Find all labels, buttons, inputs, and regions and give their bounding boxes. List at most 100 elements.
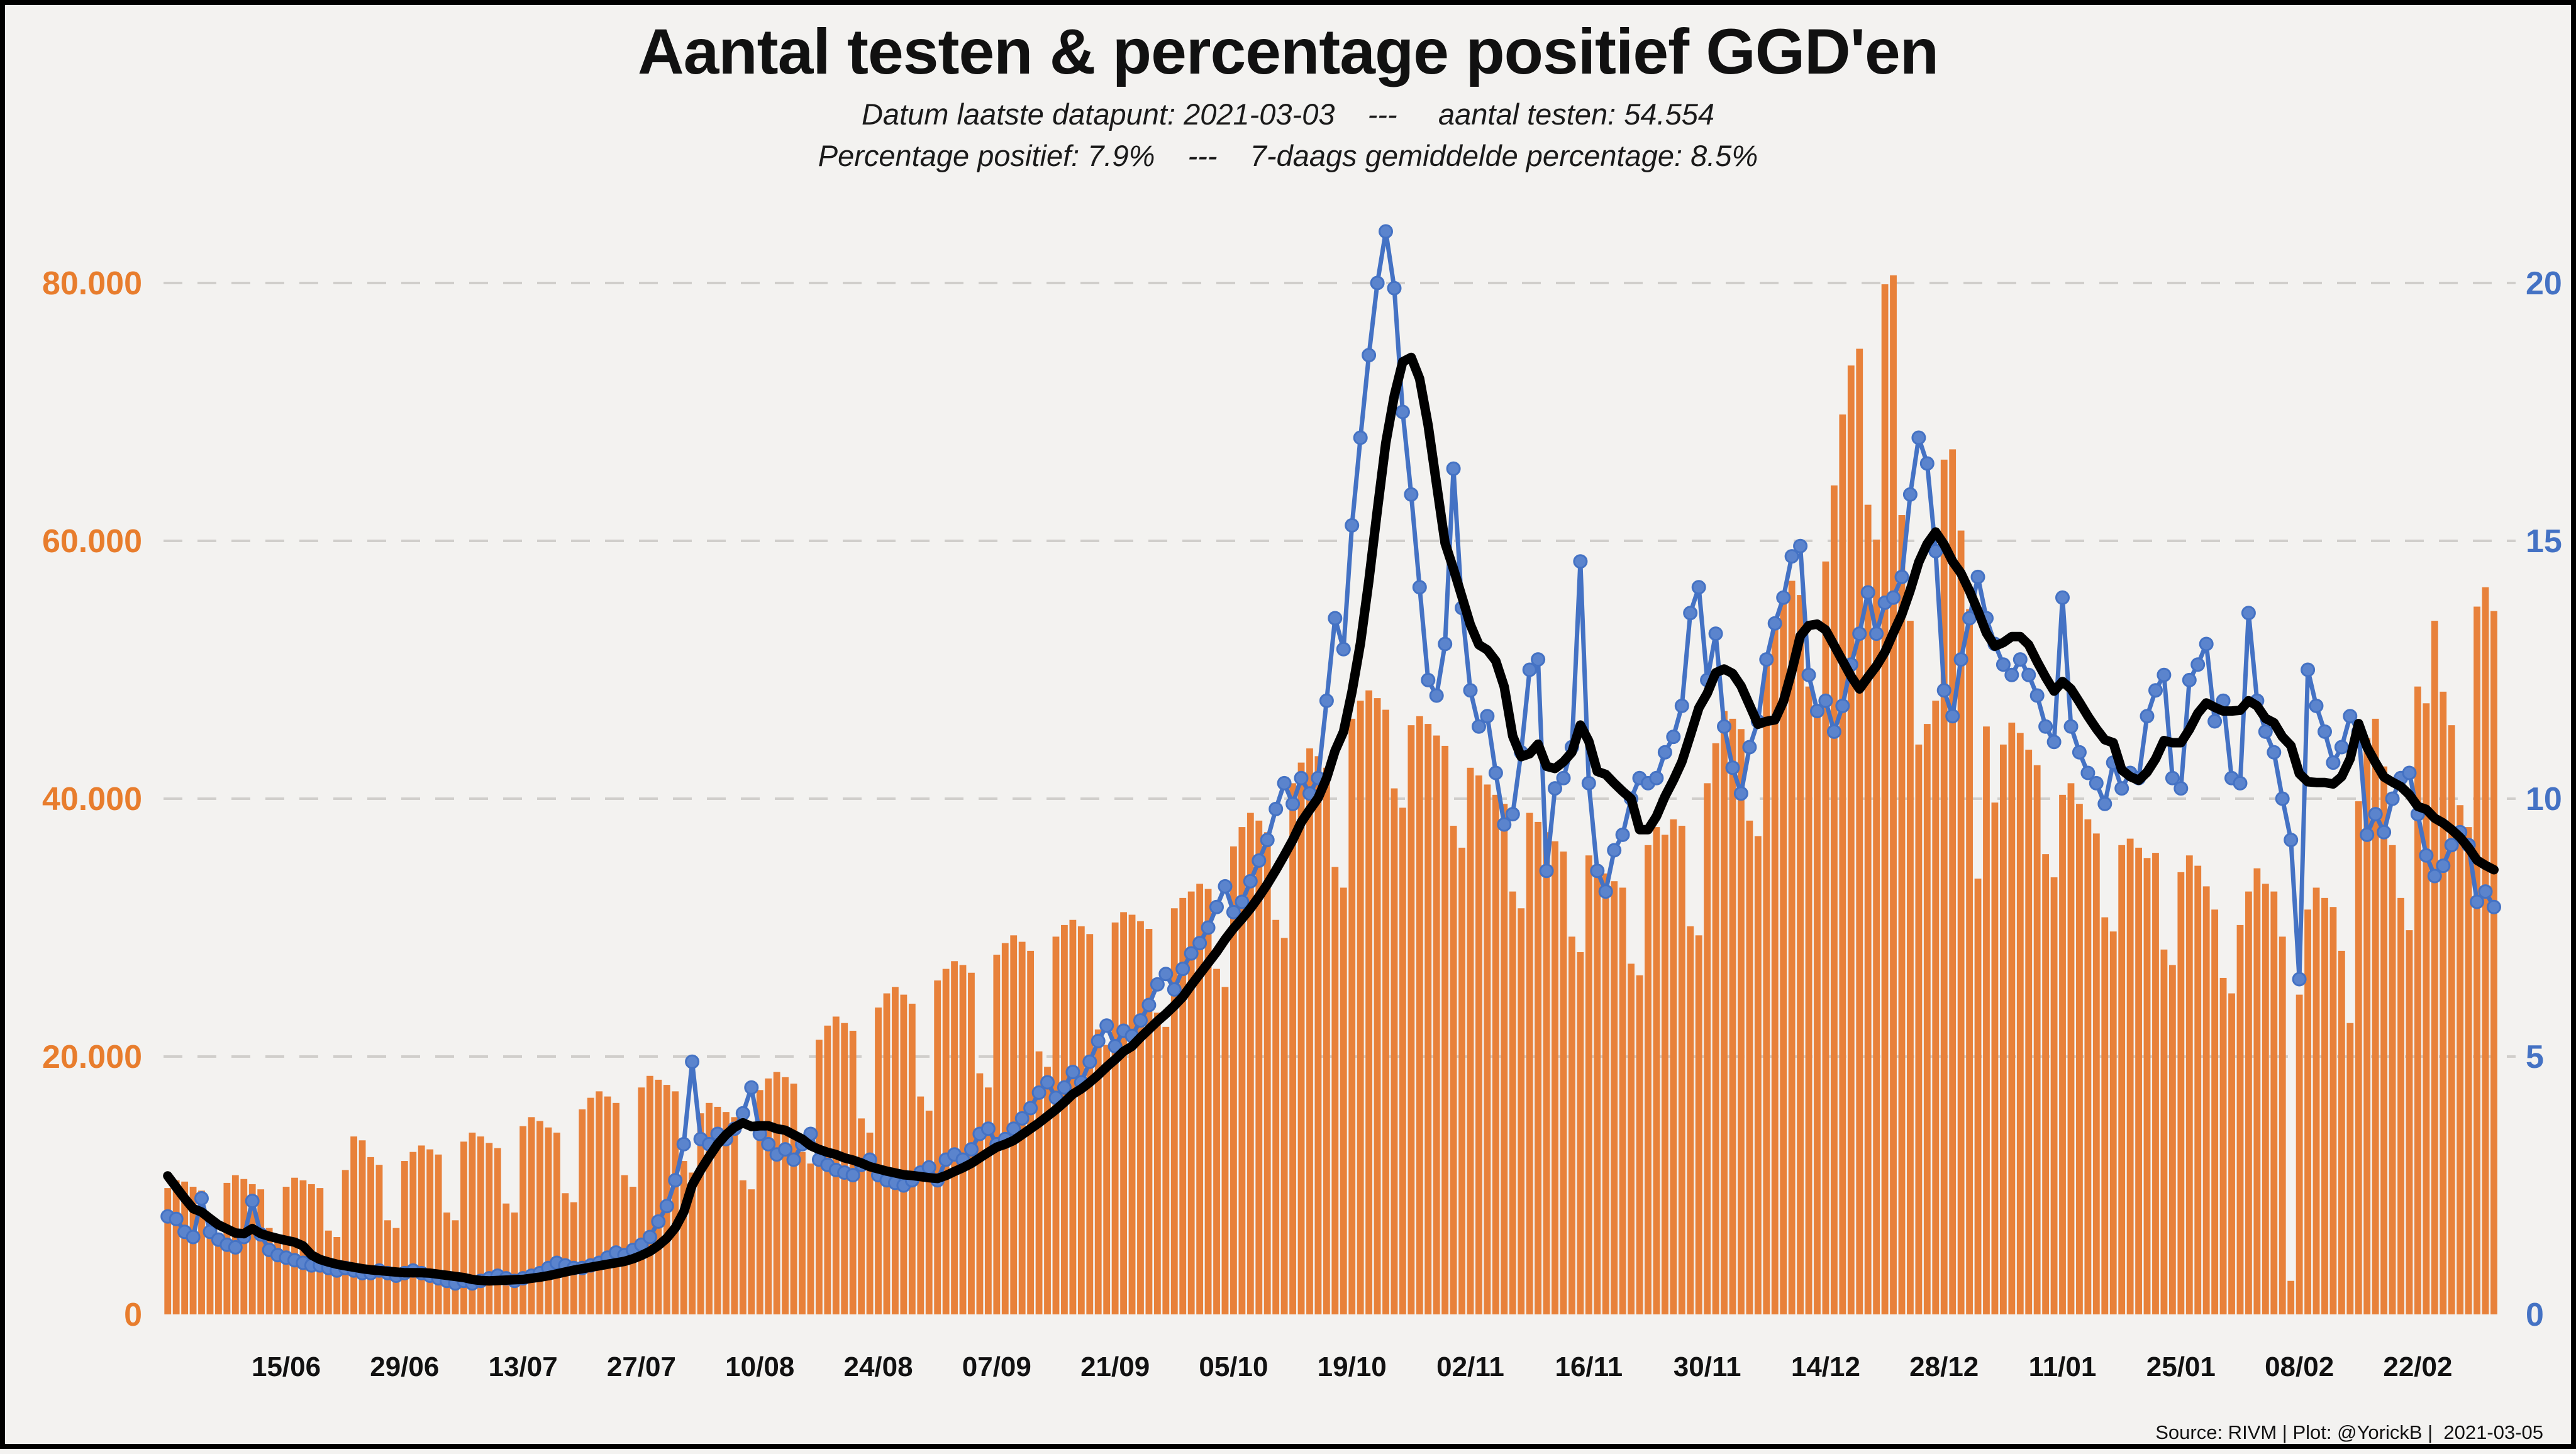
positivity-point	[1362, 348, 1377, 363]
positivity-point	[245, 1194, 260, 1209]
page-title: Aantal testen & percentage positief GGD'…	[637, 16, 1939, 87]
bar-tests	[1552, 841, 1558, 1314]
x-axis-tick: 19/10	[1318, 1351, 1387, 1382]
positivity-point	[1742, 740, 1757, 755]
bar-tests	[993, 955, 1001, 1314]
positivity-point	[1201, 920, 1216, 935]
bar-tests	[1433, 735, 1440, 1314]
x-axis-tick: 30/11	[1674, 1351, 1741, 1382]
positivity-point	[1573, 554, 1588, 569]
bar-tests	[756, 1090, 763, 1314]
positivity-point	[2377, 824, 2392, 840]
bar-tests	[807, 1163, 814, 1314]
bar-tests	[562, 1193, 569, 1314]
positivity-point	[2174, 781, 2189, 796]
positivity-point	[1793, 538, 1808, 553]
bar-tests	[1314, 756, 1322, 1314]
bar-tests	[1797, 595, 1804, 1314]
positivity-point	[1082, 1054, 1097, 1069]
positivity-point	[2487, 899, 2501, 914]
y-axis-right-tick: 15	[2526, 523, 2562, 560]
bar-tests	[1077, 926, 1085, 1314]
positivity-point	[2368, 807, 2383, 822]
positivity-point	[1370, 275, 1385, 291]
positivity-point	[642, 1229, 657, 1245]
positivity-point	[1099, 1018, 1114, 1033]
positivity-point	[1057, 1080, 1072, 1095]
positivity-point	[1412, 580, 1427, 595]
bar-tests	[2126, 838, 2134, 1314]
bar-tests	[1238, 827, 1246, 1314]
bar-tests	[908, 1003, 916, 1314]
bar-tests	[1052, 936, 1060, 1314]
bar-tests	[2414, 686, 2421, 1314]
bar-tests	[1170, 908, 1178, 1314]
bar-tests	[1399, 807, 1406, 1314]
positivity-point	[1759, 652, 1774, 667]
x-axis-tick: 16/11	[1555, 1351, 1623, 1382]
positivity-point	[1209, 899, 1224, 914]
bar-tests	[1187, 891, 1195, 1314]
bar-tests	[248, 1184, 256, 1314]
bar-tests	[2168, 965, 2176, 1314]
bar-tests	[1035, 1051, 1043, 1314]
bar-tests	[401, 1161, 408, 1314]
positivity-point	[2343, 709, 2358, 724]
positivity-point	[1023, 1101, 1038, 1116]
positivity-point	[1581, 775, 1596, 791]
bar-tests	[1179, 897, 1187, 1314]
bar-tests	[1839, 414, 1846, 1314]
positivity-point	[1928, 543, 1943, 558]
positivity-point	[2055, 590, 2070, 605]
bar-tests	[215, 1233, 222, 1314]
positivity-point	[228, 1240, 243, 1255]
positivity-point	[2199, 636, 2214, 652]
positivity-point	[1598, 884, 1613, 899]
bar-tests	[689, 1172, 696, 1314]
bar-tests	[1830, 485, 1838, 1314]
positivity-point	[2258, 724, 2273, 739]
positivity-point	[2470, 894, 2485, 909]
bar-tests	[418, 1145, 425, 1314]
bar-tests	[2211, 909, 2219, 1314]
bar-tests	[2372, 718, 2379, 1314]
bar-tests	[511, 1213, 518, 1314]
positivity-point	[761, 1136, 776, 1152]
bar-tests	[1484, 784, 1491, 1314]
bar-tests	[1856, 348, 1863, 1314]
bar-tests	[265, 1228, 273, 1314]
bar-tests	[502, 1203, 510, 1314]
positivity-point	[1421, 672, 1436, 687]
bar-tests	[2304, 909, 2311, 1314]
positivity-point	[2004, 667, 2019, 682]
positivity-point	[1649, 770, 1664, 785]
positivity-point	[1235, 894, 1250, 909]
positivity-point	[1091, 1033, 1106, 1048]
bar-tests	[367, 1157, 374, 1314]
bar-tests	[1128, 914, 1136, 1314]
bar-tests	[1137, 921, 1144, 1314]
bar-tests	[1957, 530, 1965, 1314]
positivity-point	[2444, 838, 2459, 853]
x-axis-tick: 10/08	[725, 1351, 794, 1382]
bar-tests	[1966, 609, 1973, 1314]
bar-tests	[1636, 975, 1643, 1314]
bar-tests	[1873, 539, 1880, 1315]
bar-tests	[714, 1106, 721, 1314]
bar-tests	[1653, 827, 1660, 1314]
positivity-point	[1226, 904, 1241, 919]
source-credit: Source: RIVM | Plot: @YorickB | 2021-03-…	[2155, 1421, 2543, 1443]
bar-tests	[2440, 691, 2447, 1314]
bar-tests	[858, 1118, 865, 1314]
positivity-point	[1218, 879, 1233, 894]
positivity-point	[1404, 487, 1419, 502]
bar-tests	[790, 1084, 797, 1314]
positivity-point	[1894, 569, 1909, 584]
bar-tests	[2262, 884, 2269, 1314]
bar-tests	[2406, 930, 2413, 1314]
x-axis-tick: 27/07	[607, 1351, 676, 1382]
positivity-point	[2385, 791, 2400, 806]
positivity-point	[2046, 735, 2062, 750]
bar-tests	[1162, 1026, 1170, 1314]
bar-tests	[1568, 936, 1575, 1314]
